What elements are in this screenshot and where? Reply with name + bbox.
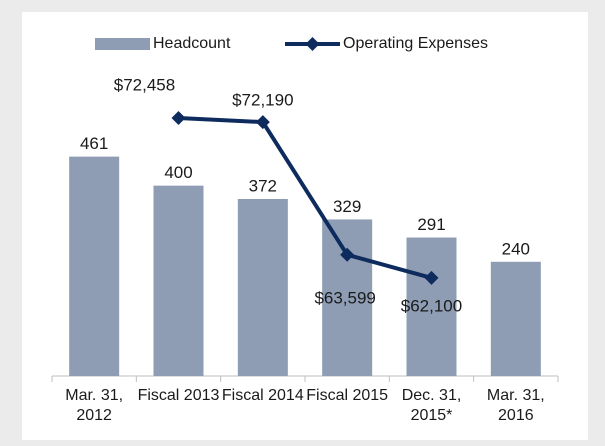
x-tick-label: Fiscal 2013 <box>137 387 220 404</box>
legend-swatch-marker <box>305 37 320 51</box>
line-marker <box>340 247 355 262</box>
line <box>178 115 433 280</box>
bar <box>237 198 288 376</box>
legend-label: Operating Expenses <box>343 35 488 52</box>
bar-label: 400 <box>164 163 192 182</box>
line-label: $72,458 <box>114 75 175 94</box>
bar <box>490 261 541 376</box>
x-tick-label: Fiscal 2015 <box>306 387 389 404</box>
bar-label: 240 <box>502 239 530 258</box>
bar <box>69 156 120 376</box>
x-tick-label: Fiscal 2014 <box>221 387 304 404</box>
x-tick-label: Mar. 31, 2012 <box>65 387 124 424</box>
bar-label: 291 <box>417 215 445 234</box>
line-marker <box>255 115 270 130</box>
legend-label: Headcount <box>153 35 231 52</box>
bar-label: 372 <box>249 176 277 195</box>
x-tick-label: Dec. 31, 2015* <box>401 387 462 424</box>
line-label: $62,100 <box>401 296 462 315</box>
line-label: $72,190 <box>232 91 293 110</box>
legend-swatch <box>95 38 150 50</box>
bar-label: 329 <box>333 197 361 216</box>
line-marker <box>424 270 439 285</box>
line-marker <box>171 110 186 125</box>
bar <box>153 185 204 376</box>
bar <box>406 237 457 376</box>
x-tick-label: Mar. 31, 2016 <box>486 387 545 424</box>
bar <box>322 219 373 376</box>
line-label: $63,599 <box>314 288 375 307</box>
bar-label: 461 <box>80 134 108 153</box>
